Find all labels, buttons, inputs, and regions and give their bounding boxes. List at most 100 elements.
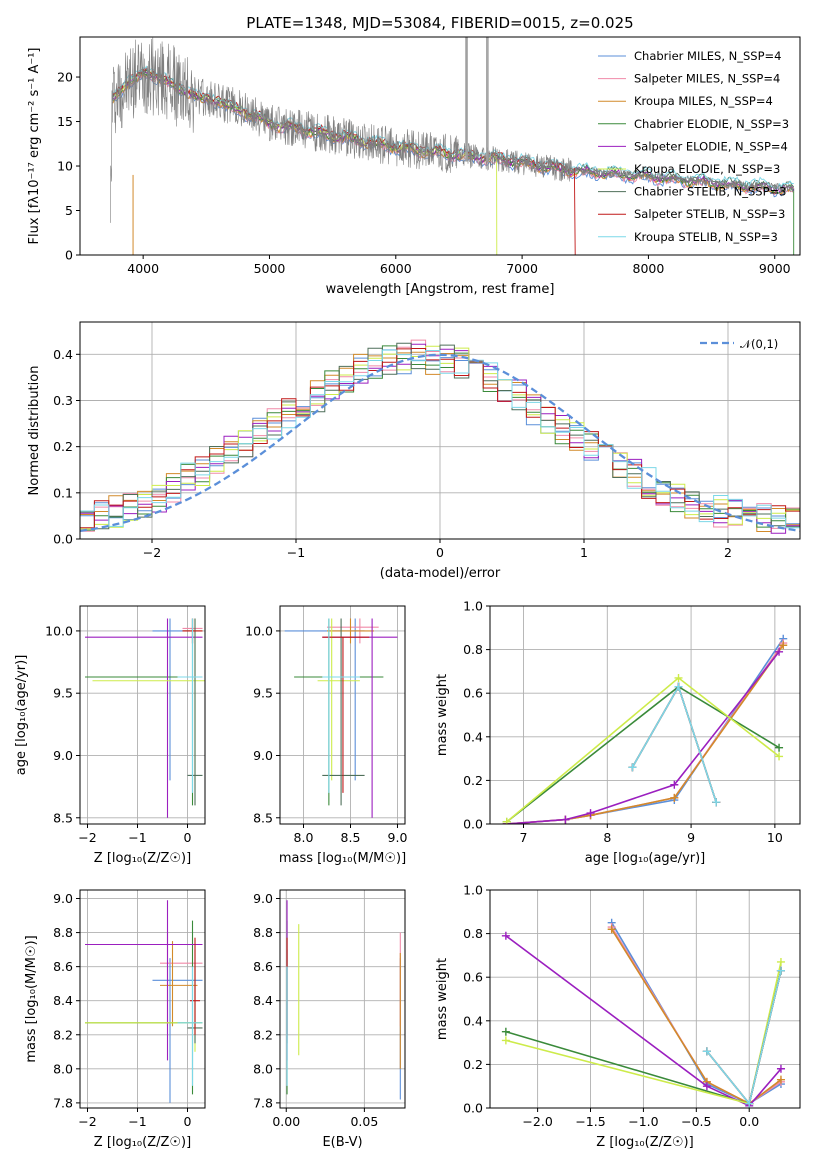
chart-age_vs_Z: −2 −1 0 8.5 9.0 9.5 10.0 Z [log₁₀(Z/Z☉)] age [lo… bbox=[14, 605, 206, 866]
x-tick-label: −1 bbox=[287, 545, 305, 560]
plot-area-weight_vs_age bbox=[490, 606, 800, 824]
x-tick-label: 1 bbox=[580, 545, 588, 560]
weight-marker-chab_elodie bbox=[501, 1027, 510, 1036]
y-tick-label: 8.4 bbox=[53, 993, 73, 1008]
chart-weight_vs_age: 7 8 9 10 0.0 0.2 0.4 0.6 0.8 1.0 age [log₁₀(age/yr… bbox=[435, 599, 801, 866]
y-tick-label: 8.0 bbox=[253, 1061, 273, 1076]
y-tick-label: 9.0 bbox=[253, 748, 273, 763]
weight-marker-krou_elodie bbox=[674, 673, 683, 682]
legend-label: Salpeter MILES, N_SSP=4 bbox=[634, 72, 780, 86]
weight-line-krou_miles bbox=[611, 928, 782, 1105]
y-tick-label: 0.8 bbox=[463, 926, 483, 941]
axes-frame bbox=[79, 605, 206, 825]
weight-marker-krou_elodie bbox=[776, 957, 785, 966]
weight-marker-salp_elodie bbox=[561, 815, 570, 824]
x-axis-label: E(B-V) bbox=[322, 1135, 362, 1150]
y-tick-label: 0 bbox=[65, 248, 73, 263]
legend-label: 𝒩(0,1) bbox=[740, 337, 778, 351]
y-tick-label: 8.8 bbox=[253, 925, 273, 940]
y-tick-label: 0.0 bbox=[53, 532, 73, 547]
chart-weight_vs_Z: −2.0 −1.5 −1.0 −0.5 0.0 0.0 0.2 0.4 0.6 0.8 1.0 Z [… bbox=[435, 883, 801, 1150]
legend-label: Kroupa ELODIE, N_SSP=3 bbox=[634, 162, 780, 176]
normal-distribution-curve bbox=[80, 353, 800, 533]
weight-marker-salp_elodie bbox=[501, 931, 510, 940]
y-tick-label: 8.5 bbox=[253, 810, 273, 825]
x-axis-label: wavelength [Angstrom, rest frame] bbox=[326, 282, 555, 297]
weight-marker-krou_stelib bbox=[712, 798, 721, 807]
y-tick-label: 20 bbox=[57, 70, 73, 85]
y-tick-label: 9.0 bbox=[253, 891, 273, 906]
y-axis-label: mass [log₁₀(M/M☉)] bbox=[24, 935, 39, 1062]
plot-area-spectrum bbox=[110, 37, 795, 255]
y-tick-label: 0.2 bbox=[463, 1057, 483, 1072]
x-tick-label: −0.5 bbox=[681, 1114, 711, 1129]
x-tick-label: 0.0 bbox=[739, 1114, 759, 1129]
y-tick-label: 10.0 bbox=[45, 623, 73, 638]
x-tick-label: 9 bbox=[687, 830, 695, 845]
x-axis-label: (data-model)/error bbox=[380, 566, 501, 581]
x-tick-label: 7 bbox=[520, 830, 528, 845]
legend-label: Kroupa STELIB, N_SSP=3 bbox=[634, 230, 778, 244]
axes-frame bbox=[489, 605, 801, 825]
y-tick-label: 0.6 bbox=[463, 686, 483, 701]
y-tick-label: 10.0 bbox=[245, 623, 273, 638]
y-tick-label: 8.2 bbox=[253, 1027, 273, 1042]
y-tick-label: 10 bbox=[57, 159, 73, 174]
x-axis-label: Z [log₁₀(Z/Z☉)] bbox=[94, 851, 191, 866]
plot-area-residuals bbox=[80, 322, 800, 539]
weight-marker-krou_miles bbox=[776, 1075, 785, 1084]
axes-frame bbox=[79, 889, 206, 1109]
weight-line-salp_elodie bbox=[505, 935, 782, 1107]
x-tick-label: 8 bbox=[603, 830, 611, 845]
x-tick-label: 4000 bbox=[127, 261, 159, 276]
y-tick-label: 0.0 bbox=[463, 817, 483, 832]
x-tick-label: 9000 bbox=[759, 261, 791, 276]
x-tick-label: 8.0 bbox=[294, 830, 314, 845]
legend-label: Salpeter ELODIE, N_SSP=4 bbox=[634, 139, 788, 153]
x-tick-label: −2 bbox=[78, 830, 96, 845]
y-tick-label: 9.5 bbox=[53, 686, 73, 701]
weight-marker-salp_elodie bbox=[670, 780, 679, 789]
chart-spectrum: 4000 5000 6000 7000 8000 9000 0 5 10 15 20 waveleng… bbox=[27, 14, 801, 297]
weight-marker-krou_elodie bbox=[775, 752, 784, 761]
model-spectrum-krou_stelib bbox=[112, 65, 794, 190]
weight-marker-salp_elodie bbox=[586, 809, 595, 818]
y-axis-label: Flux [fλ10⁻¹⁷ erg cm⁻² s⁻¹ A⁻¹] bbox=[27, 48, 42, 245]
weight-marker-krou_stelib bbox=[745, 1099, 754, 1108]
legend-label: Salpeter STELIB, N_SSP=3 bbox=[634, 207, 785, 221]
legend-label: Chabrier ELODIE, N_SSP=3 bbox=[634, 117, 789, 131]
legend: Chabrier MILES, N_SSP=4 Salpeter MILES, N… bbox=[598, 49, 789, 244]
y-tick-label: 0.4 bbox=[463, 1013, 483, 1028]
y-tick-label: 9.5 bbox=[253, 686, 273, 701]
axes-frame bbox=[279, 605, 406, 825]
y-axis-label: Normed distribution bbox=[27, 366, 42, 496]
y-axis-label: mass weight bbox=[435, 674, 450, 756]
plot-area-mass_vs_Z bbox=[80, 890, 205, 1108]
chart-residuals: −2 −1 0 1 2 0.0 0.1 0.2 0.3 0.4 (data-model)/error… bbox=[27, 321, 801, 581]
legend: 𝒩(0,1) bbox=[700, 337, 778, 351]
legend-label: Chabrier MILES, N_SSP=4 bbox=[634, 49, 781, 63]
weight-marker-krou_miles bbox=[607, 925, 616, 934]
x-tick-label: −2 bbox=[78, 1114, 96, 1129]
weight-marker-krou_miles bbox=[670, 793, 679, 802]
y-tick-label: 8.4 bbox=[253, 993, 273, 1008]
x-tick-label: 0.00 bbox=[272, 1114, 300, 1129]
y-tick-label: 1.0 bbox=[463, 599, 483, 614]
y-tick-label: 0.0 bbox=[463, 1101, 483, 1116]
chart-mass_vs_Z: −2 −1 0 7.8 8.0 8.2 8.4 8.6 8.8 9.0 Z [log₁₀(Z/Z☉)… bbox=[24, 889, 206, 1150]
weight-marker-salp_elodie bbox=[775, 647, 784, 656]
y-tick-label: 8.2 bbox=[53, 1027, 73, 1042]
chart-mass_vs_ebv: 0.00 0.05 7.8 8.0 8.2 8.4 8.6 8.8 9.0 E(B-V) bbox=[253, 889, 406, 1150]
y-tick-label: 8.6 bbox=[53, 959, 73, 974]
y-tick-label: 5 bbox=[65, 203, 73, 218]
y-tick-label: 8.8 bbox=[53, 925, 73, 940]
y-tick-label: 7.8 bbox=[53, 1095, 73, 1110]
x-tick-label: −2.0 bbox=[522, 1114, 552, 1129]
y-tick-label: 9.0 bbox=[53, 891, 73, 906]
y-tick-label: 1.0 bbox=[463, 883, 483, 898]
x-tick-label: 8.5 bbox=[341, 830, 361, 845]
y-tick-label: 0.4 bbox=[463, 729, 483, 744]
observed-spectrum bbox=[110, 37, 794, 223]
weight-marker-chab_elodie bbox=[775, 743, 784, 752]
